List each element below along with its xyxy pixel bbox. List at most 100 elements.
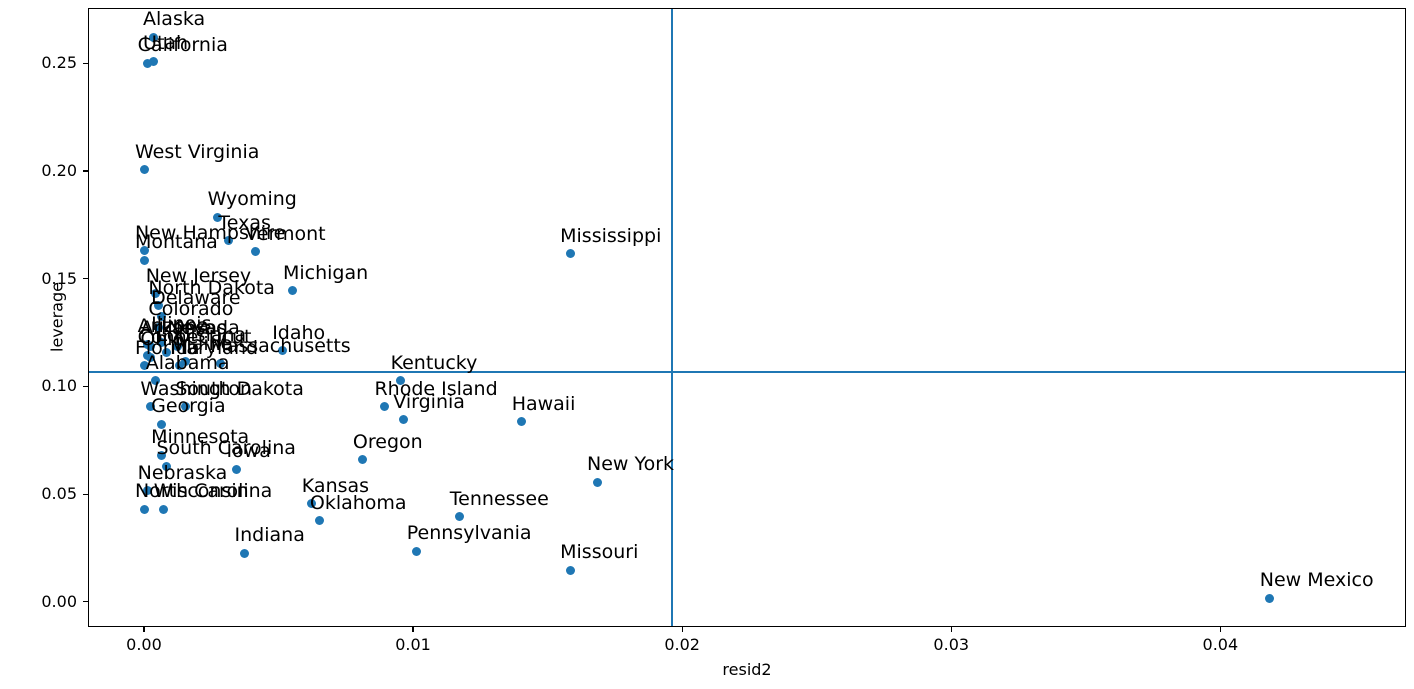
point-label: Iowa [226,440,271,463]
y-tick-mark [83,385,88,387]
data-point [180,402,190,412]
point-label: Wyoming [207,188,297,211]
data-point [277,346,287,356]
data-point [151,376,161,386]
data-point [148,32,158,42]
data-point [140,165,150,175]
data-point [156,419,166,429]
data-point [240,548,250,558]
point-label: Virginia [393,390,465,413]
point-label: South Carolina [156,437,296,460]
point-label: Arizona [137,315,210,338]
y-tick-mark [83,493,88,495]
y-tick-mark [83,601,88,603]
point-label: Mississippi [560,224,662,247]
data-point [215,359,225,369]
point-label: Nevada [167,317,240,340]
point-label: Minnesota [151,426,250,449]
point-label: Massachusetts [210,334,351,357]
data-point [398,415,408,425]
data-point [161,348,171,358]
x-tick-label: 0.04 [1202,635,1239,654]
point-label: South Dakota [175,377,304,400]
x-tick-mark [950,627,952,632]
data-point [140,246,150,256]
point-label: California [137,34,228,57]
point-label: Oklahoma [309,491,407,514]
data-point [223,236,233,246]
data-point [140,361,150,371]
y-tick-label: 0.00 [41,591,77,611]
point-label: Florida [134,336,200,359]
point-label: North Dakota [148,276,275,299]
x-axis-title: resid2 [722,660,772,679]
data-point [153,301,163,311]
point-label: Alabama [145,351,230,374]
y-tick-label: 0.15 [41,268,77,288]
data-point [153,322,163,332]
data-point [172,341,182,351]
point-label: Pennsylvania [406,522,532,545]
point-label: Montana [134,231,218,254]
data-point [517,417,527,427]
data-point [143,486,153,496]
data-point [231,464,241,474]
point-label: Maryland [169,336,259,359]
x-tick-label: 0.01 [395,635,431,654]
point-label: Kentucky [390,351,478,374]
data-point [379,402,389,412]
data-point [358,455,368,465]
point-label: Utah [143,32,189,55]
y-axis-title: leverage [47,282,67,352]
point-label: Oregon [352,430,423,453]
x-tick-label: 0.02 [664,635,700,654]
horizontal-reference-line [89,371,1405,374]
point-label: Missouri [560,541,639,564]
point-label: New Hampshire [134,221,286,244]
data-point [396,376,406,386]
data-point [175,361,185,371]
y-tick-mark [83,62,88,64]
data-point [412,546,422,556]
data-point [592,477,602,487]
x-tick-label: 0.00 [126,635,162,654]
y-tick-mark [83,278,88,280]
plot-area: Alaska Utah California West Virginia Wyoming… [88,8,1406,627]
point-label: Idaho [272,321,326,344]
y-tick-label: 0.05 [41,484,77,504]
x-tick-mark [681,627,683,632]
y-tick-mark [83,170,88,172]
data-point [161,461,171,471]
point-label: Illinois [151,313,212,336]
point-label: New Mexico [1259,569,1374,592]
point-label: Louisiana [156,323,247,346]
point-label: Texas [218,211,271,234]
data-point [143,58,153,68]
data-point [180,357,190,367]
x-tick-mark [412,627,414,632]
data-point [315,516,325,526]
data-point [213,212,223,222]
point-label: Hawaii [511,392,576,415]
point-label: Arkansas [140,317,227,340]
data-point [151,289,161,299]
point-label: Delaware [151,287,241,310]
point-label: Ohio [140,328,185,351]
point-label: Nebraska [137,461,228,484]
vertical-reference-line [671,9,674,626]
x-tick-label: 0.03 [933,635,970,654]
data-point [145,341,155,351]
data-point [156,311,166,321]
point-label: Indiana [234,524,305,547]
point-label: New Jersey [145,264,252,287]
data-point [145,402,155,412]
point-label: Tennessee [449,487,549,510]
point-label: Colorado [148,298,234,321]
data-point [250,247,260,257]
point-label: Connecticut [137,326,252,349]
data-point [148,56,158,66]
data-point [565,565,575,575]
point-label: Maine [175,332,233,355]
point-label: Rhode Island [374,377,498,400]
